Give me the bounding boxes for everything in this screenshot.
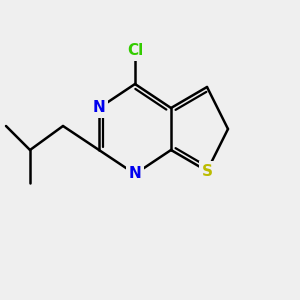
Text: N: N: [93, 100, 105, 116]
Text: S: S: [202, 164, 212, 178]
Text: N: N: [129, 167, 141, 182]
Text: Cl: Cl: [127, 44, 143, 59]
